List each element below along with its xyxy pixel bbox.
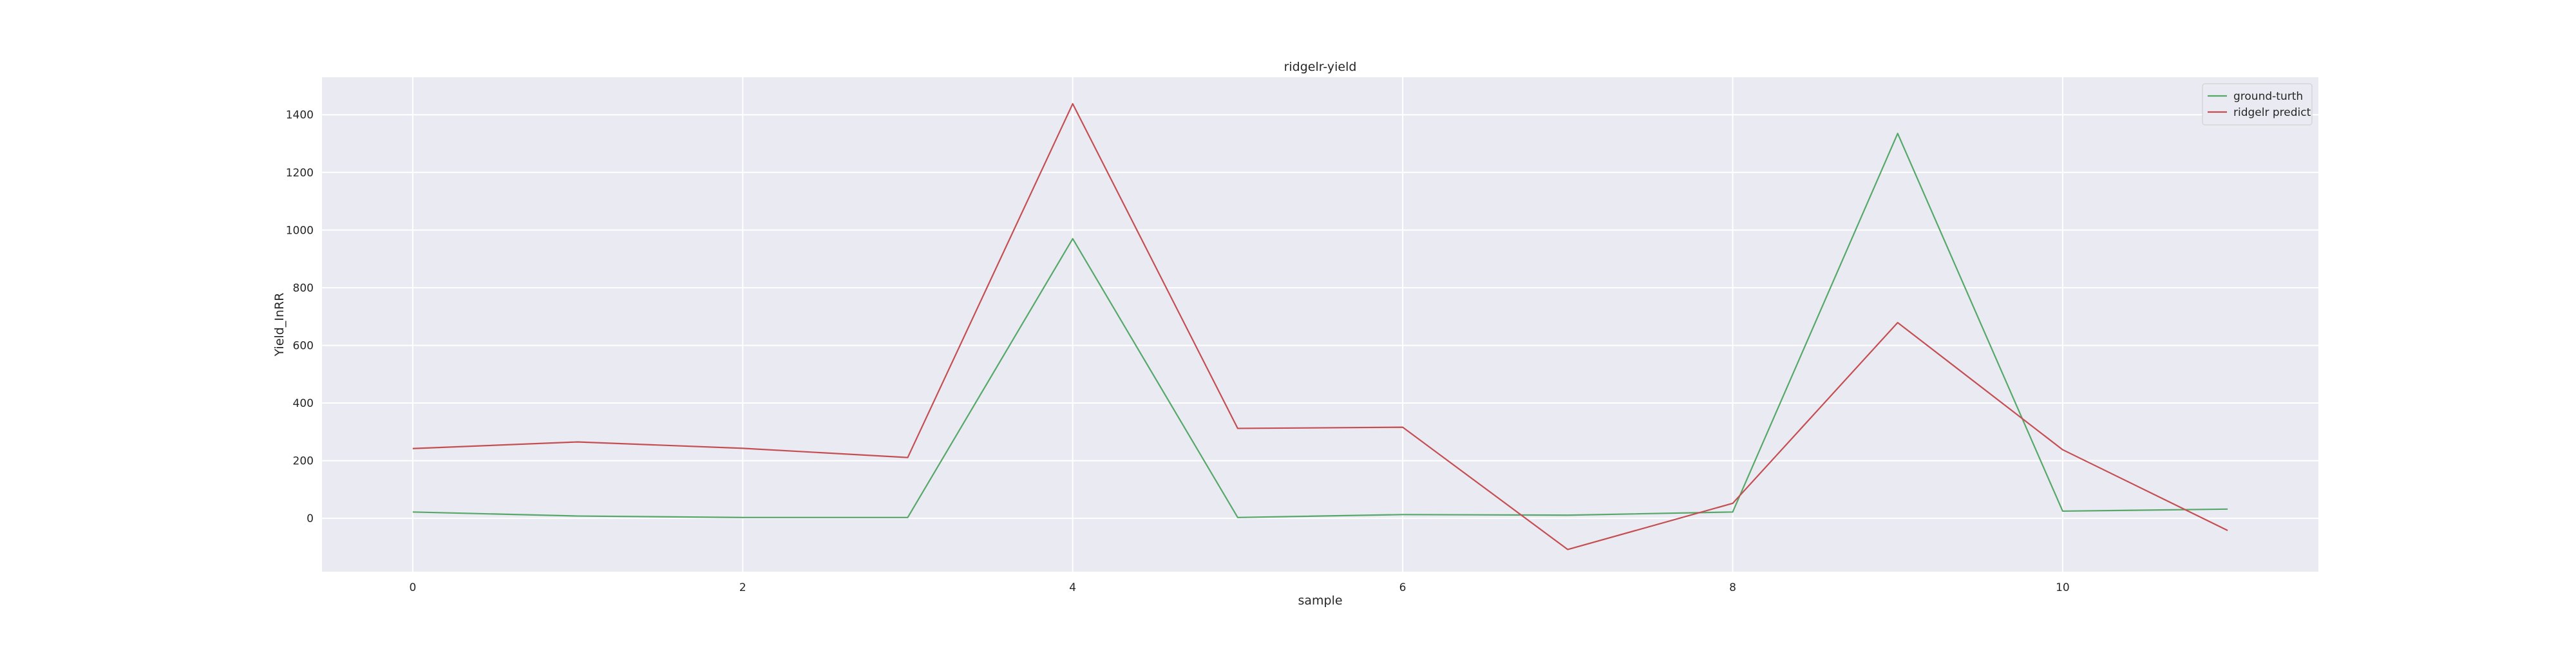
y-tick-label: 1000: [286, 224, 314, 237]
chart-title: ridgelr-yield: [1284, 60, 1357, 74]
y-tick-label: 1200: [286, 167, 314, 180]
x-tick-label: 2: [739, 581, 746, 594]
legend: ground-turth ridgelr predict: [2202, 83, 2313, 126]
series-line-ground-turth: [412, 133, 2228, 518]
grid-lines: [322, 77, 2318, 572]
tick-labels: 0 2 4 6 8 10 0 200 400 600 800 1000 1200 1400: [286, 109, 2070, 594]
x-tick-label: 0: [409, 581, 416, 594]
legend-label: ground-turth: [2233, 90, 2303, 103]
y-tick-label: 600: [293, 339, 314, 352]
series-lines: [412, 103, 2228, 550]
x-tick-label: 6: [1399, 581, 1406, 594]
legend-box: [2202, 83, 2313, 126]
legend-label: ridgelr predict: [2233, 106, 2311, 119]
y-tick-label: 400: [293, 397, 314, 410]
y-tick-label: 1400: [286, 109, 314, 122]
series-line-ridgelr-predict: [412, 103, 2228, 550]
x-axis-label: sample: [1298, 594, 1342, 608]
y-tick-label: 800: [293, 282, 314, 295]
plot-area: [322, 77, 2318, 572]
x-tick-label: 10: [2056, 581, 2070, 594]
x-tick-label: 4: [1069, 581, 1076, 594]
y-axis-label: Yield_InRR: [272, 293, 287, 357]
y-tick-label: 200: [293, 455, 314, 468]
x-tick-label: 8: [1729, 581, 1736, 594]
y-tick-label: 0: [307, 512, 314, 525]
